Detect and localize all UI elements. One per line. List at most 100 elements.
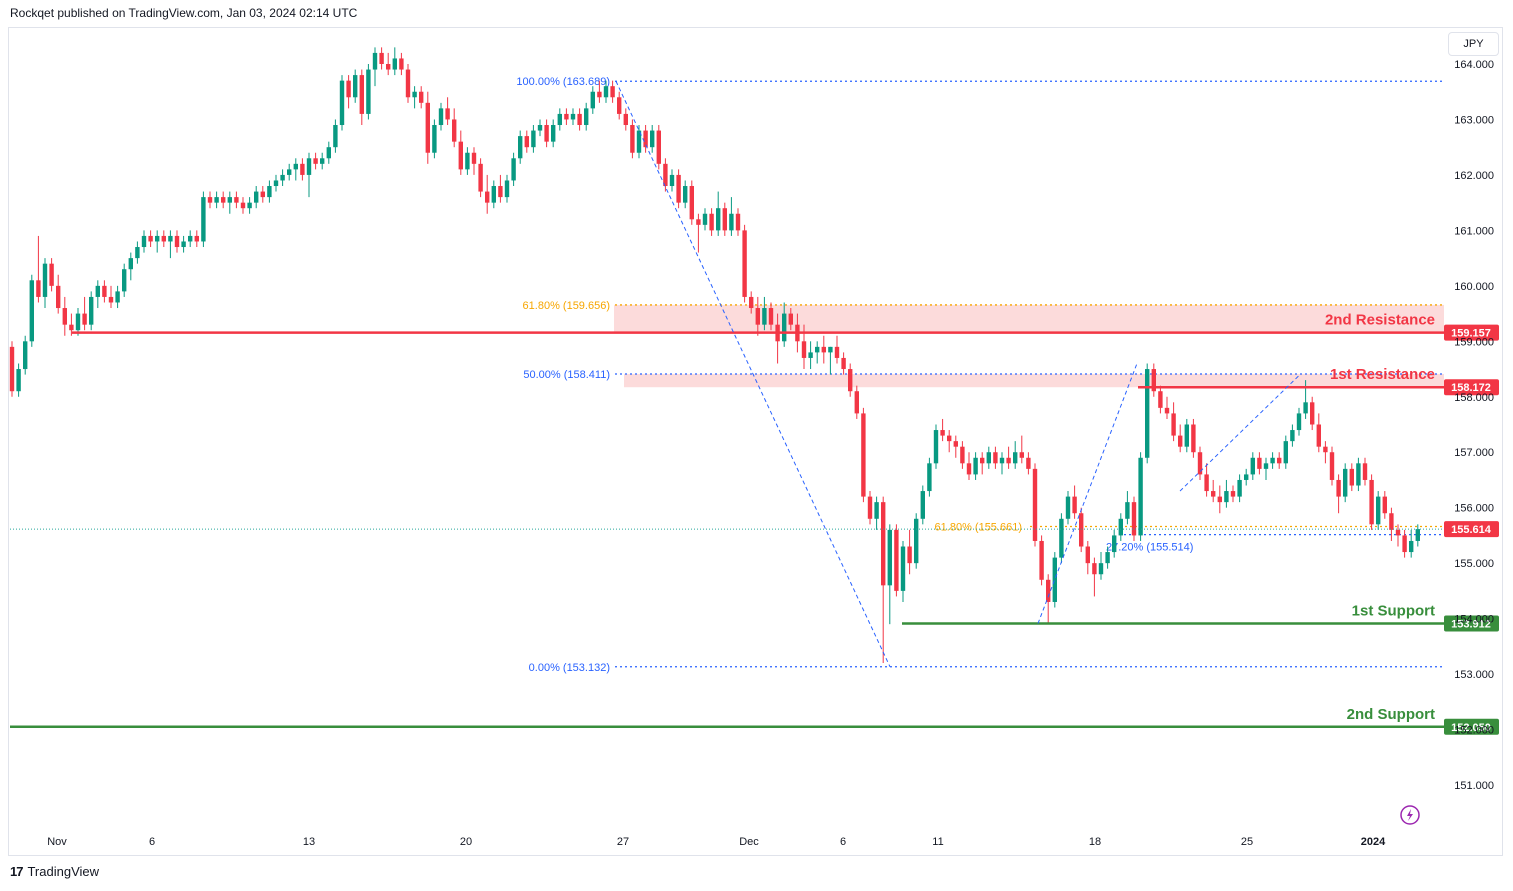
y-tick-label: 156.000 (1454, 503, 1494, 515)
candle-body (729, 213, 734, 231)
candle-body (749, 296, 754, 309)
candle-body (372, 52, 378, 70)
footer-brand[interactable]: 17 TradingView (10, 864, 99, 879)
candle-body (399, 58, 404, 70)
candle-body (551, 125, 556, 142)
candle-body (49, 263, 54, 286)
y-tick-label: 152.000 (1454, 725, 1494, 737)
tradingview-logo-icon: 17 (10, 864, 24, 879)
candle-body (1316, 424, 1321, 447)
candle-body (1092, 563, 1097, 575)
candle-body (465, 152, 470, 170)
x-tick-label: Dec (739, 836, 759, 848)
candle-body (1204, 474, 1209, 492)
candle-body (1395, 529, 1401, 536)
candle-body (254, 191, 259, 203)
candle-body (1415, 529, 1420, 541)
candle-body (23, 341, 28, 370)
candle-body (696, 219, 701, 225)
candle-body (755, 308, 760, 325)
candle-body (999, 457, 1005, 464)
candle-body (273, 180, 279, 187)
candle-body (1118, 518, 1123, 536)
candle-body (412, 91, 417, 98)
candle-body (445, 108, 450, 120)
y-tick-label: 160.000 (1454, 281, 1494, 293)
candle-body (1105, 552, 1110, 564)
currency-button[interactable]: JPY (1448, 32, 1499, 56)
candle-body (425, 102, 430, 153)
candle-body (313, 158, 318, 164)
candle-body (947, 435, 952, 442)
x-tick-label: 6 (840, 836, 846, 848)
candle-body (161, 235, 166, 242)
level-price-label: 152.050 (1451, 722, 1491, 734)
candle-body (1356, 463, 1361, 486)
candle-body (623, 113, 628, 126)
candle-body (1197, 452, 1203, 475)
candle-body (1369, 479, 1374, 525)
candle-body (181, 241, 186, 248)
candle-body (1217, 496, 1222, 503)
candle-body (1032, 468, 1038, 541)
candle-body (148, 235, 153, 242)
candle-body (478, 163, 483, 192)
lightning-icon[interactable] (1400, 805, 1420, 825)
candle-body (75, 313, 81, 331)
candle-body (1277, 457, 1282, 464)
candle-body (1244, 474, 1249, 480)
candle-body (9, 346, 15, 392)
candle-body (617, 97, 622, 114)
candle-body (1046, 579, 1051, 602)
candle-body (861, 413, 866, 497)
candle-body (894, 529, 899, 591)
candle-body (1112, 535, 1117, 553)
candle-body (643, 130, 648, 148)
candle-body (1059, 518, 1064, 558)
candle-body (122, 269, 127, 292)
y-tick-label: 155.000 (1454, 558, 1494, 570)
level-price-label: 158.172 (1451, 382, 1491, 394)
candle-body (36, 280, 41, 297)
candle-body (960, 446, 965, 464)
candle-body (1085, 546, 1090, 564)
candle-body (676, 174, 681, 203)
time-axis: Nov 6 13 20 27 Dec 6 11 18 25 2024 (47, 836, 1386, 848)
candle-body (1151, 369, 1156, 392)
candle-body (768, 308, 774, 325)
candle-body (801, 341, 807, 358)
lightning-bolt-icon (1407, 809, 1413, 821)
price-axis: 164.000 163.000 162.000 161.000 160.000 159.0… (1454, 59, 1494, 792)
candle-body (1125, 502, 1130, 519)
candle-body (920, 491, 925, 519)
candle-body (1376, 496, 1381, 525)
candle-body (174, 235, 180, 248)
candle-body (432, 125, 437, 153)
candle-body (207, 197, 213, 203)
candle-body (1382, 496, 1387, 514)
candle-body (933, 430, 939, 464)
candle-body (405, 69, 411, 98)
candle-body (537, 125, 543, 131)
candle-body (1263, 463, 1269, 469)
y-tick-label: 159.000 (1454, 336, 1494, 348)
candle-body (656, 130, 661, 164)
fib-level-label: 27.20% (155.514) (1106, 542, 1193, 554)
candle-body (518, 136, 523, 159)
level-name: 1st Support (1352, 602, 1435, 619)
level-name: 2nd Support (1347, 706, 1435, 723)
chart-misc (1400, 805, 1420, 825)
candle-body (504, 180, 510, 198)
level-price-tag (1444, 379, 1499, 396)
candle-body (379, 52, 384, 64)
resistance-zone (624, 373, 1444, 388)
candle-body (636, 130, 642, 153)
candle-body (366, 69, 371, 114)
candle-body (1290, 430, 1295, 442)
candle-body (234, 197, 239, 203)
candle-body (722, 208, 727, 231)
candle-body (339, 80, 345, 126)
candle-body (498, 186, 503, 198)
x-tick-label: 2024 (1361, 836, 1386, 848)
